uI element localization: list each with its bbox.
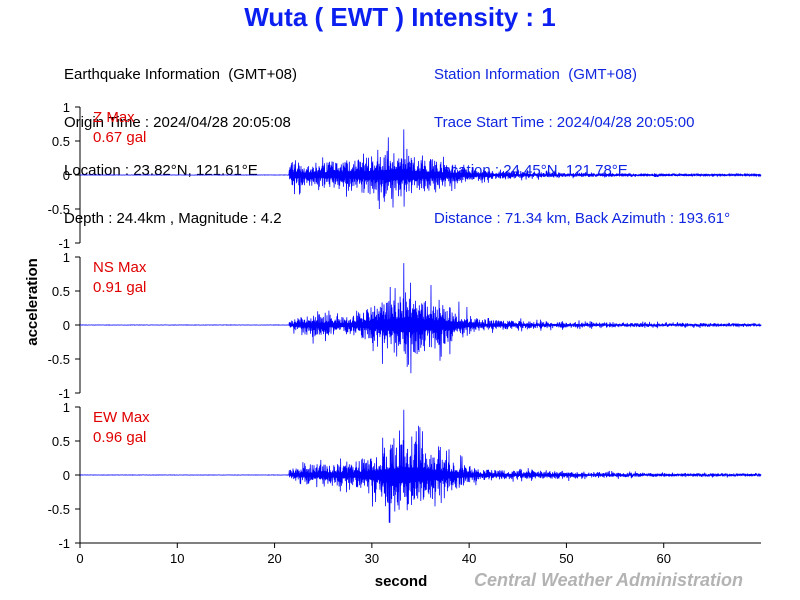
- y-tick-label: -0.5: [48, 502, 70, 517]
- y-tick-label: 0: [63, 318, 70, 333]
- waveform-ns: [80, 263, 762, 374]
- max-label-z: Z Max: [93, 109, 135, 126]
- seismogram-panels: 1 0.5 0 -0.5 -1 Z Max 0.67 gal 1 0.5 0 -0.5 -1 NS Ma…: [48, 100, 762, 551]
- panel-ew: 1 0.5 0 -0.5 -1 EW Max 0.96 gal: [48, 400, 762, 551]
- chart-title: Wuta ( EWT ) Intensity : 1: [244, 2, 556, 32]
- y-tick-label: 0: [63, 168, 70, 183]
- y-axis-label: acceleration: [24, 258, 41, 346]
- x-tick-label: 60: [656, 551, 670, 566]
- y-tick-label: 1: [63, 250, 70, 265]
- origin-time: Origin Time : 2024/04/28 20:05:08: [64, 114, 291, 131]
- x-tick-label: 0: [76, 551, 83, 566]
- y-tick-label: -1: [58, 386, 70, 401]
- trace-start-time: Trace Start Time : 2024/04/28 20:05:00: [434, 114, 695, 131]
- x-tick-label: 30: [365, 551, 379, 566]
- y-tick-label: -0.5: [48, 352, 70, 367]
- waveform-z: [80, 129, 762, 210]
- y-tick-label: 0.5: [52, 134, 70, 149]
- max-label-ew: EW Max: [93, 409, 150, 426]
- x-axis-label: second: [375, 573, 428, 590]
- y-tick-label: -1: [58, 236, 70, 251]
- y-tick-label: 1: [63, 100, 70, 115]
- x-tick-label: 20: [267, 551, 281, 566]
- y-tick-label: 1: [63, 400, 70, 415]
- earthquake-info: Earthquake Information (GMT+08) Origin T…: [64, 35, 297, 243]
- y-tick-label: -0.5: [48, 202, 70, 217]
- panel-z: 1 0.5 0 -0.5 -1 Z Max 0.67 gal: [48, 100, 762, 251]
- max-value-ew: 0.96 gal: [93, 429, 146, 446]
- depth-magnitude: Depth : 24.4km , Magnitude : 4.2: [64, 210, 282, 227]
- waveform-ew: [79, 409, 762, 523]
- y-tick-label: 0.5: [52, 284, 70, 299]
- y-tick-label: 0.5: [52, 434, 70, 449]
- panel-ns: 1 0.5 0 -0.5 -1 NS Max 0.91 gal: [48, 250, 762, 401]
- credit-watermark: Central Weather Administration: [474, 570, 744, 590]
- x-tick-label: 40: [462, 551, 476, 566]
- y-tick-label: 0: [63, 468, 70, 483]
- earthquake-info-heading: Earthquake Information (GMT+08): [64, 66, 298, 83]
- max-value-z: 0.67 gal: [93, 129, 146, 146]
- y-tick-label: -1: [58, 536, 70, 551]
- max-label-ns: NS Max: [93, 259, 147, 276]
- max-value-ns: 0.91 gal: [93, 279, 146, 296]
- distance-azimuth: Distance : 71.34 km, Back Azimuth : 193.…: [434, 210, 731, 227]
- station-info-heading: Station Information (GMT+08): [434, 66, 637, 83]
- x-tick-label: 10: [170, 551, 184, 566]
- x-tick-label: 50: [559, 551, 573, 566]
- x-axis: 0 10 20 30 40 50 60: [76, 542, 761, 566]
